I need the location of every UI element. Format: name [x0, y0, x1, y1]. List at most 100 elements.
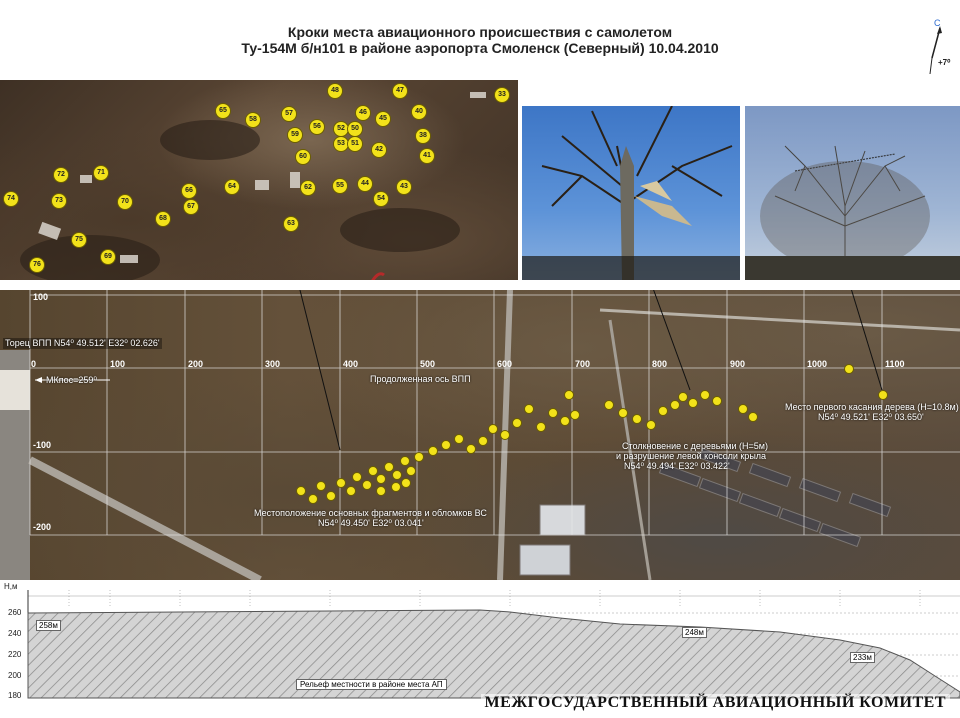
- grid-y-label: -200: [33, 522, 52, 532]
- wreck-marker: 65: [215, 103, 231, 119]
- grid-x-label: 0: [31, 359, 37, 369]
- debris-marker: [738, 404, 748, 414]
- grid-y-label: -100: [33, 440, 52, 450]
- profile-y-tick: 200: [8, 671, 22, 680]
- wreck-marker: 72: [53, 167, 69, 183]
- debris-marker: [384, 462, 394, 472]
- debris-marker: [392, 470, 402, 480]
- debris-marker: [368, 466, 378, 476]
- wreck-marker: 66: [181, 183, 197, 199]
- profile-y-tick: 260: [8, 608, 22, 617]
- wreck-marker: 42: [371, 142, 387, 158]
- profile-y-tick: 180: [8, 691, 22, 700]
- first-contact-coords: N54⁰ 49.521' E32⁰ 03.650': [818, 412, 924, 422]
- debris-marker: [488, 424, 498, 434]
- map-title-line2: Ту-154М б/н101 в районе аэропорта Смолен…: [241, 40, 719, 56]
- debris-marker: [658, 406, 668, 416]
- wreck-marker: 51: [347, 136, 363, 152]
- debris-marker: [414, 452, 424, 462]
- debris-marker: [678, 392, 688, 402]
- wreck-marker: 40: [411, 104, 427, 120]
- debris-marker: [618, 408, 628, 418]
- wreck-marker: 76: [29, 257, 45, 273]
- debris-marker: [326, 491, 336, 501]
- wreck-marker: 68: [155, 211, 171, 227]
- wreck-marker: 43: [396, 179, 412, 195]
- terrain-profile: Н,м 260 240 220 200 180 258м 248м 233м Р…: [0, 580, 960, 718]
- debris-marker: [570, 410, 580, 420]
- debris-marker: [646, 420, 656, 430]
- compass-north-label: С: [934, 18, 941, 28]
- first-contact-label: Место первого касания дерева (H=10.8м): [785, 402, 959, 412]
- debris-marker: [524, 404, 534, 414]
- grid-y-label: 100: [33, 292, 49, 302]
- tree-collision-photo: [522, 106, 740, 280]
- debris-marker: [362, 480, 372, 490]
- wreck-marker: 60: [295, 149, 311, 165]
- debris-marker: [564, 390, 574, 400]
- aerial-map: 100 -100 -200 0 100 200 300 400 500 600 …: [0, 290, 960, 580]
- debris-marker: [296, 486, 306, 496]
- debris-marker: [688, 398, 698, 408]
- wreck-marker: 62: [300, 180, 316, 196]
- debris-marker: [428, 446, 438, 456]
- elevation-label: 248м: [682, 627, 707, 638]
- wreck-marker: 48: [327, 83, 343, 99]
- magnetic-declination: +7⁰: [938, 58, 951, 67]
- wreck-marker: 57: [281, 106, 297, 122]
- collision-label: Столкновение с деревьями (H=5м): [622, 441, 768, 451]
- debris-marker: [548, 408, 558, 418]
- debris-marker: [512, 418, 522, 428]
- first-contact-tree-photo: [745, 106, 960, 280]
- wreck-marker: 64: [224, 179, 240, 195]
- debris-marker: [406, 466, 416, 476]
- grid-x-label: 200: [188, 359, 204, 369]
- debris-marker: [441, 440, 451, 450]
- wreck-marker: 59: [287, 127, 303, 143]
- profile-y-tick: 220: [8, 650, 22, 659]
- runway-threshold-label: Торец ВПП N54⁰ 49.512' E32⁰ 02.626': [3, 338, 162, 349]
- debris-marker: [748, 412, 758, 422]
- debris-marker: [376, 474, 386, 484]
- main-fragments-label: Местоположение основных фрагментов и обл…: [254, 508, 487, 518]
- debris-marker: [478, 436, 488, 446]
- wreck-marker: 54: [373, 191, 389, 207]
- wreck-marker: 56: [309, 119, 325, 135]
- grid-x-label: 100: [110, 359, 126, 369]
- profile-caption: Рельеф местности в районе места АП: [296, 679, 447, 690]
- mak-watermark: МЕЖГОСУДАРСТВЕННЫЙ АВИАЦИОННЫЙ КОМИТЕТ: [480, 694, 950, 712]
- debris-marker: [500, 430, 510, 440]
- debris-marker: [376, 486, 386, 496]
- grid-x-label: 300: [265, 359, 281, 369]
- debris-marker: [336, 478, 346, 488]
- wreckage-photo: 48 47 33 65 58 57 46 45 40 56 52 50 38 59 53 51 42 60 41 72…: [0, 80, 518, 280]
- wreck-marker: 63: [283, 216, 299, 232]
- map-title-line1: Кроки места авиационного происшествия с …: [287, 24, 673, 40]
- runway-heading-label: МКпос=259⁰: [46, 375, 97, 385]
- profile-y-axis-title: Н,м: [4, 582, 18, 591]
- debris-marker: [844, 364, 854, 374]
- wreck-marker: 38: [415, 128, 431, 144]
- wreck-marker: 46: [355, 105, 371, 121]
- debris-marker: [352, 472, 362, 482]
- elevation-label: 233м: [850, 652, 875, 663]
- wreck-marker: 45: [375, 111, 391, 127]
- debris-marker: [454, 434, 464, 444]
- debris-marker: [400, 456, 410, 466]
- grid-x-label: 1000: [807, 359, 828, 369]
- extended-axis-label: Продолженная ось ВПП: [370, 374, 471, 384]
- grid-x-label: 1100: [885, 359, 905, 369]
- wreck-marker: 33: [494, 87, 510, 103]
- collision-coords: N54⁰ 49.494' E32⁰ 03.422': [624, 461, 730, 471]
- wreck-marker: 50: [347, 121, 363, 137]
- wreck-marker: 73: [51, 193, 67, 209]
- debris-marker: [560, 416, 570, 426]
- grid-x-label: 600: [497, 359, 513, 369]
- debris-marker: [604, 400, 614, 410]
- wreck-marker: 74: [3, 191, 19, 207]
- debris-marker: [670, 400, 680, 410]
- debris-marker: [401, 478, 411, 488]
- debris-marker: [632, 414, 642, 424]
- main-fragments-coords: N54⁰ 49.450' E32⁰ 03.041': [318, 518, 424, 528]
- wreck-marker: 41: [419, 148, 435, 164]
